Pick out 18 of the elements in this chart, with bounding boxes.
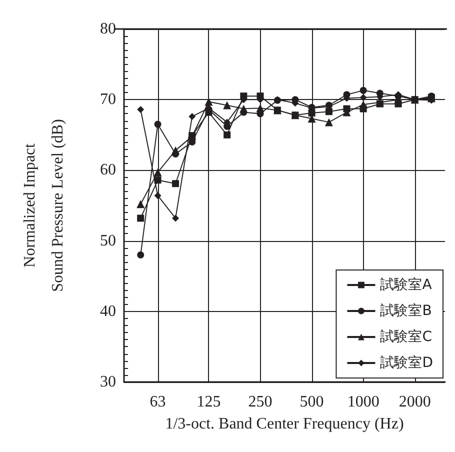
- x-tick-label: 125: [196, 394, 221, 410]
- x-tick-label: 2000: [398, 394, 431, 410]
- legend-label: 試験室C: [380, 329, 432, 345]
- x-tick-label: 1000: [347, 394, 380, 410]
- y-axis-title: Normalized Impact Sound Pressure Level (dB): [22, 119, 66, 292]
- y-tick-label: 50: [100, 232, 116, 250]
- y-tick-label: 70: [100, 91, 116, 108]
- y-tick-label: 60: [100, 162, 116, 179]
- x-tick-label: 500: [300, 394, 324, 410]
- legend-label: 試験室B: [380, 303, 432, 319]
- x-tick-label: 63: [150, 394, 166, 410]
- legend-label: 試験室A: [380, 277, 432, 293]
- y-tick-label: 80: [100, 20, 116, 38]
- y-tick-label: 40: [100, 302, 116, 320]
- y-tick-label: 30: [100, 374, 116, 390]
- x-axis-title: 1/3-oct. Band Center Frequency (Hz): [165, 416, 404, 432]
- legend-label: 試験室D: [380, 355, 433, 371]
- x-tick-label: 250: [248, 394, 272, 410]
